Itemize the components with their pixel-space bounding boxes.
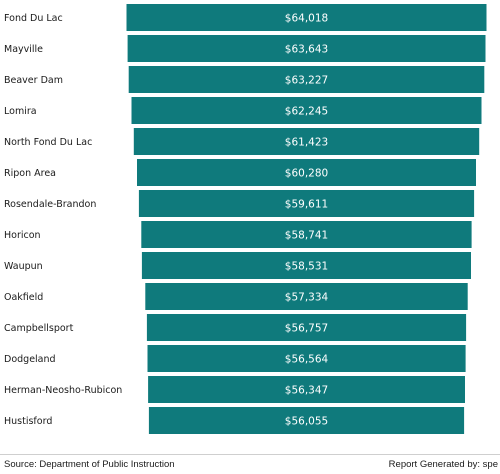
value-label: $56,055 [285,416,328,428]
category-label: Fond Du Lac [4,13,63,24]
category-label: Ripon Area [4,168,56,179]
bar-horicon [141,221,472,248]
bar-oakfield [145,283,468,310]
bar-dodgeland [147,345,466,372]
value-label: $56,347 [285,385,328,397]
category-label: Herman-Neosho-Rubicon [4,385,122,396]
value-label: $58,531 [285,261,328,273]
value-label: $64,018 [285,13,328,25]
category-label: Lomira [4,106,37,117]
category-label: Waupun [4,261,43,272]
bar-hustisford [148,407,465,434]
bar-north-fond-du-lac [133,128,480,155]
value-label: $63,227 [285,75,328,87]
bar-fond-du-lac [126,4,487,31]
bar-ripon-area [137,159,476,186]
funnel-bar-chart: Fond Du Lac $64,018 Mayville $63,643 Beaver … [4,4,487,434]
bar-mayville [127,35,486,62]
bar-campbellsport [146,314,467,341]
bar-herman-neosho-rubicon [148,376,465,403]
report-generated-note: Report Generated by: spe [388,459,498,470]
category-label: North Fond Du Lac [4,137,92,148]
category-label: Oakfield [4,292,43,303]
value-label: $61,423 [285,137,328,149]
value-label: $57,334 [285,292,329,304]
source-note: Source: Department of Public Instruction [4,459,175,470]
bar-beaver-dam [128,66,485,93]
category-label: Beaver Dam [4,75,63,86]
value-label: $63,643 [285,44,328,56]
category-label: Hustisford [4,416,52,427]
value-label: $56,564 [285,354,329,366]
value-label: $60,280 [285,168,328,180]
bar-lomira [131,97,482,124]
value-label: $62,245 [285,106,328,118]
category-label: Horicon [4,230,41,241]
category-label: Rosendale-Brandon [4,199,96,210]
bar-rosendale-brandon [138,190,475,217]
category-label: Dodgeland [4,354,56,365]
category-label: Campbellsport [4,323,74,334]
value-label: $59,611 [285,199,328,211]
footer-divider [0,454,500,455]
value-label: $56,757 [285,323,328,335]
bar-waupun [141,252,471,279]
category-label: Mayville [4,44,43,55]
value-label: $58,741 [285,230,328,242]
